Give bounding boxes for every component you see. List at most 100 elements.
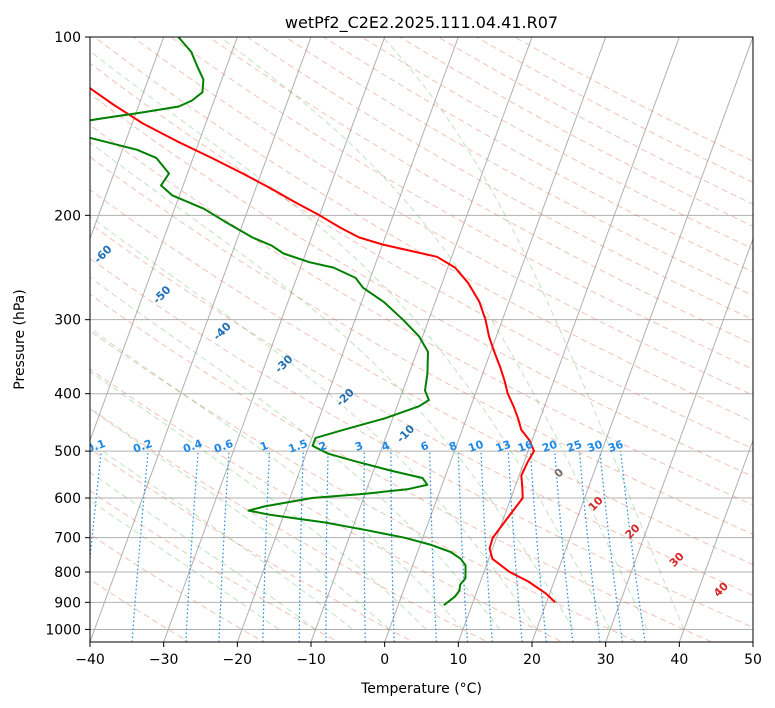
dry-adiabat-label: -20 [334, 386, 357, 409]
mixing-ratio-line [429, 451, 438, 642]
y-axis: 100 200 300 400 500 600 700 800 900 1000 [45, 30, 90, 638]
y-tick-label: 600 [54, 491, 81, 507]
dry-adiabat [90, 490, 340, 642]
y-tick-label: 700 [54, 531, 81, 547]
mixing-ratio-label: 0.2 [131, 437, 154, 456]
x-tick-label: 30 [597, 652, 615, 668]
moist-adiabat [90, 276, 501, 630]
dry-adiabat [90, 293, 713, 642]
isotherm-gridline [310, 37, 533, 642]
isotherm-gridline [457, 37, 680, 642]
y-tick-label: 200 [54, 208, 81, 224]
moist-adiabat-label: 10 [586, 494, 606, 514]
dry-adiabat [90, 189, 753, 566]
x-axis-label: Temperature (°C) [360, 681, 482, 697]
moist-adiabat [90, 370, 427, 630]
mixing-ratio-label: 1.5 [287, 437, 310, 456]
moist-adiabat-label: 20 [623, 521, 643, 541]
mixing-ratio-line [90, 451, 102, 564]
dry-adiabat [90, 330, 639, 642]
mixing-ratio-line [298, 451, 304, 642]
x-tick-label: −40 [75, 652, 105, 668]
dry-adiabat [322, 37, 753, 273]
mixing-ratio-label: 10 [466, 438, 485, 456]
mixing-ratio-line [507, 451, 523, 642]
x-tick-label: 10 [449, 652, 467, 668]
moist-adiabat [382, 37, 685, 630]
y-tick-label: 1000 [45, 622, 81, 638]
mixing-ratio-line [131, 451, 149, 642]
mixing-ratio-line [262, 451, 271, 642]
isotherm-gridline [163, 37, 386, 642]
mixing-ratio-label: 2 [317, 439, 329, 454]
mixing-ratio-label: 0.6 [212, 437, 235, 456]
dry-adiabat [90, 62, 753, 450]
x-tick-label: −10 [296, 652, 326, 668]
mixing-ratio-label: 8 [447, 439, 459, 454]
mixing-ratio-label: 4 [380, 439, 392, 454]
mixing-ratio-line [218, 451, 230, 642]
y-tick-label: 400 [54, 387, 81, 403]
mixing-ratio-line [390, 451, 395, 642]
mixing-ratio-label: 36 [606, 438, 625, 456]
moist-adiabat-label: 40 [711, 579, 731, 599]
dry-adiabat [170, 37, 753, 370]
isotherm-gridline [678, 438, 753, 642]
x-tick-label: 0 [380, 652, 389, 668]
dry-adiabat-label: -10 [394, 422, 417, 445]
mixing-ratio-line [529, 451, 547, 642]
dry-adiabat [284, 37, 753, 297]
dry-adiabat [90, 533, 265, 642]
background-lines [90, 37, 753, 642]
mixing-ratio-line [480, 451, 493, 642]
mixing-ratio-label: 30 [585, 438, 604, 456]
dry-adiabat [208, 37, 753, 345]
moist-adiabat [90, 471, 316, 630]
dry-adiabat [131, 37, 753, 396]
dry-adiabat [90, 368, 564, 642]
dry-adiabat [437, 37, 753, 205]
y-tick-label: 100 [54, 30, 81, 46]
mixing-ratio-line [599, 451, 623, 642]
x-tick-label: −30 [149, 652, 179, 668]
isotherm-gridline [384, 37, 607, 642]
x-axis: −40 −30 −20 −10 0 10 20 30 40 50 [75, 642, 762, 668]
mixing-ratio-line [325, 451, 329, 642]
mixing-ratio-label: 1 [258, 439, 270, 454]
isotherm-gridline [236, 37, 459, 642]
y-tick-label: 300 [54, 313, 81, 329]
moist-adiabat [90, 441, 353, 630]
dry-adiabat [90, 407, 489, 642]
moist-adiabat [90, 408, 390, 630]
mixing-ratio-label: 20 [540, 438, 559, 456]
dry-adiabat [399, 37, 753, 227]
mixing-ratio-label: 6 [419, 439, 431, 454]
mixing-ratio-label: 13 [494, 438, 513, 455]
chart-title: wetPf2_C2E2.2025.111.04.41.R07 [285, 13, 558, 33]
dry-adiabat [475, 37, 753, 183]
mixing-ratio-label: 0.1 [84, 437, 107, 456]
mixing-ratio-label: 3 [353, 439, 365, 454]
dry-adiabat [93, 37, 753, 423]
plot-frame [89, 36, 754, 643]
mixing-ratio-label: 16 [516, 438, 535, 456]
temperature-profile-line [90, 86, 556, 604]
profile-lines [90, 37, 556, 606]
mixing-ratio-label: 25 [565, 438, 584, 455]
moist-adiabat [219, 37, 648, 630]
mixing-ratio-line [578, 451, 601, 642]
x-tick-label: 20 [523, 652, 541, 668]
dry-adiabat [360, 37, 753, 250]
isotherm-gridline [531, 37, 753, 642]
mixing-ratio-line [457, 451, 469, 642]
isotherm-gridline [90, 37, 238, 442]
mixing-ratio-line [185, 451, 199, 642]
x-tick-label: −20 [223, 652, 253, 668]
y-tick-label: 800 [54, 565, 81, 581]
moist-adiabat [90, 141, 574, 630]
moist-adiabat [90, 50, 611, 630]
dry-adiabat [90, 448, 415, 642]
dewpoint-profile-line [90, 37, 467, 606]
x-tick-label: 40 [670, 652, 688, 668]
isotherm-gridline [605, 237, 753, 642]
